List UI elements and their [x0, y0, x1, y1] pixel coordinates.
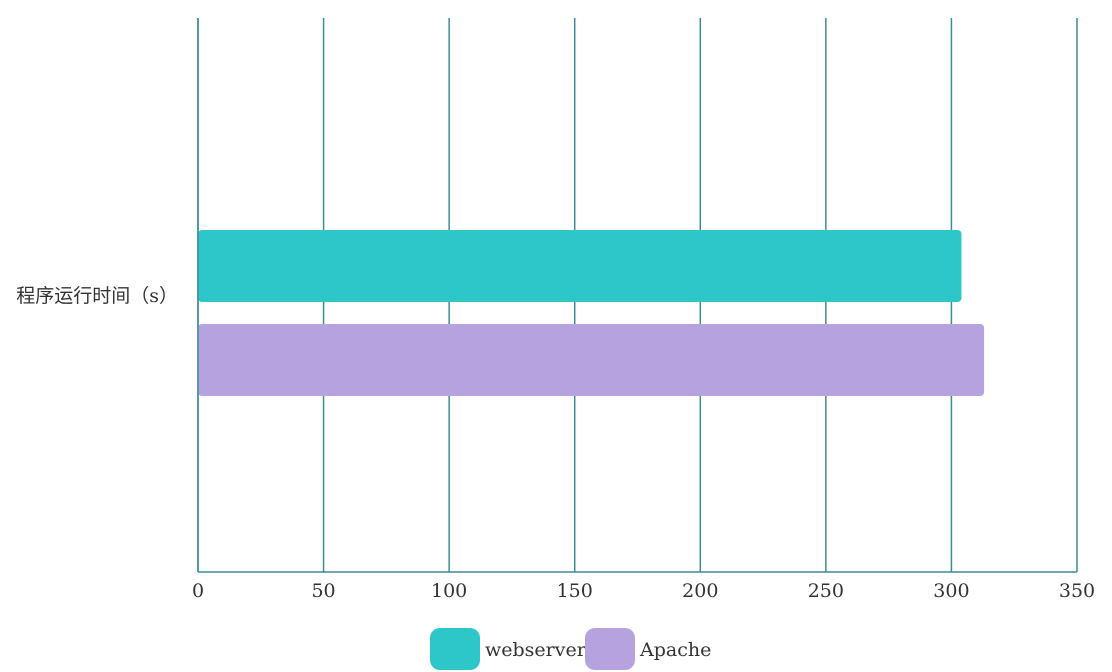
bar-apache[interactable] — [198, 324, 985, 396]
legend-swatch — [430, 628, 480, 670]
x-axis: 0 50 100 150 200 250 300 350 — [192, 18, 1095, 602]
bars — [198, 230, 985, 396]
category-label: 程序运行时间（s） — [16, 285, 178, 307]
legend-item-webserver[interactable]: webserver — [430, 628, 587, 670]
x-tick-label: 350 — [1059, 580, 1095, 602]
x-tick-label: 200 — [682, 580, 718, 602]
x-tick-label: 50 — [311, 580, 335, 602]
x-tick-label: 0 — [192, 580, 204, 602]
legend-label: webserver — [485, 639, 587, 661]
x-tick-label: 150 — [557, 580, 593, 602]
x-tick-label: 300 — [933, 580, 969, 602]
x-tick-label: 250 — [808, 580, 844, 602]
legend-label: Apache — [639, 639, 711, 661]
legend-swatch — [585, 628, 635, 670]
y-axis: 程序运行时间（s） — [16, 285, 178, 307]
legend: webserver Apache — [430, 628, 711, 670]
legend-item-apache[interactable]: Apache — [585, 628, 711, 670]
x-tick-label: 100 — [431, 580, 467, 602]
bar-webserver[interactable] — [198, 230, 962, 302]
